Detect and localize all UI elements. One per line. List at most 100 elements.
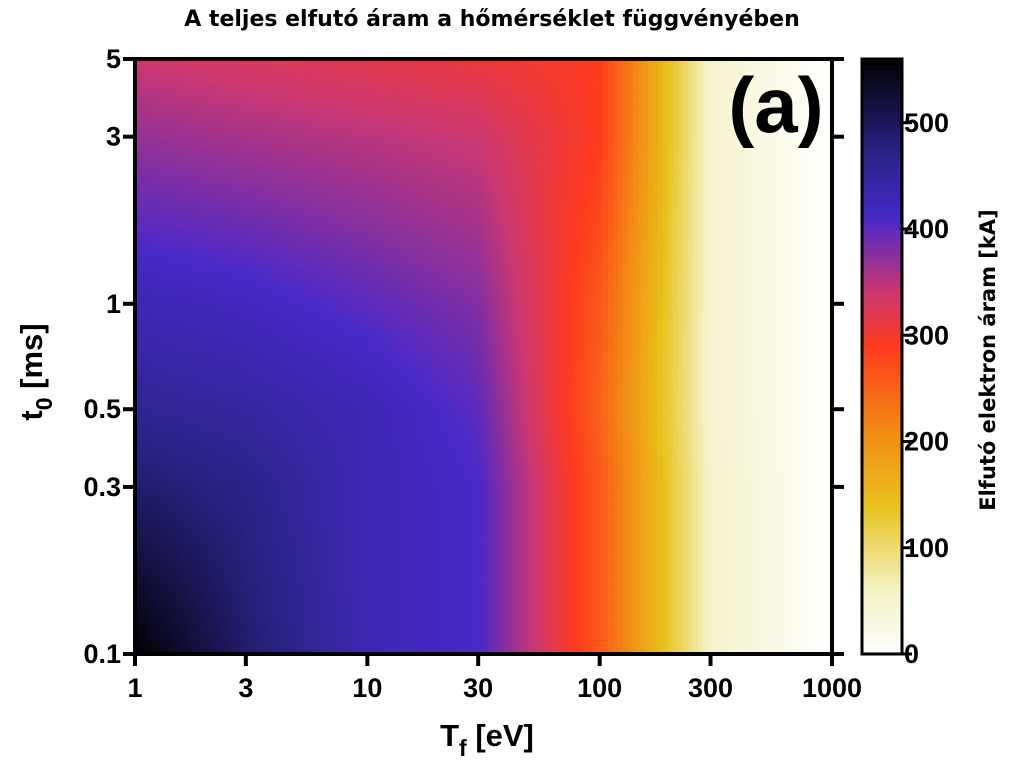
heatmap-cell: [309, 539, 315, 546]
heatmap-cell: [528, 549, 534, 556]
heatmap-cell: [359, 544, 365, 551]
heatmap-cell: [657, 629, 664, 635]
heatmap-cell: [259, 559, 266, 566]
heatmap-cell: [244, 609, 251, 615]
heatmap-cell: [742, 535, 748, 541]
heatmap-cell: [488, 539, 495, 546]
heatmap-cell: [403, 520, 410, 526]
heatmap-cell: [737, 505, 743, 511]
heatmap-cell: [294, 505, 300, 511]
heatmap-cell: [637, 569, 644, 576]
heatmap-cell: [642, 515, 649, 521]
heatmap-cell: [493, 480, 500, 487]
heatmap-cell: [453, 535, 460, 541]
heatmap-cell: [742, 544, 748, 551]
heatmap-cell: [717, 485, 724, 491]
heatmap-cell: [393, 520, 400, 526]
heatmap-cell: [169, 485, 176, 491]
heatmap-cell: [672, 539, 679, 546]
heatmap-cell: [329, 515, 335, 521]
heatmap-cell: [692, 495, 699, 501]
heatmap-cell: [299, 569, 305, 576]
heatmap-cell: [777, 604, 783, 610]
heatmap-cell: [473, 609, 480, 615]
heatmap-cell: [373, 574, 380, 581]
heatmap-cell: [588, 510, 594, 516]
heatmap-cell: [458, 539, 465, 546]
heatmap-cell: [364, 629, 370, 635]
heatmap-cell: [642, 490, 649, 496]
heatmap-cell: [722, 624, 729, 630]
heatmap-cell: [229, 609, 236, 615]
heatmap-cell: [792, 574, 798, 581]
heatmap-cell: [702, 594, 709, 601]
heatmap-cell: [344, 480, 350, 487]
heatmap-cell: [767, 564, 773, 571]
heatmap-cell: [747, 549, 753, 556]
heatmap-cell: [573, 495, 579, 501]
heatmap-cell: [707, 544, 714, 551]
heatmap-cell: [478, 629, 485, 635]
heatmap-cell: [523, 530, 529, 536]
heatmap-cell: [533, 495, 539, 501]
heatmap-cell: [368, 624, 375, 630]
heatmap-cell: [602, 624, 609, 630]
heatmap-cell: [493, 495, 500, 501]
heatmap-cell: [677, 485, 684, 491]
heatmap-cell: [393, 485, 400, 491]
heatmap-cell: [373, 530, 380, 536]
heatmap-cell: [189, 515, 196, 521]
heatmap-cell: [772, 649, 778, 655]
heatmap-cell: [398, 619, 405, 625]
heatmap-cell: [408, 634, 415, 640]
heatmap-cell: [239, 520, 246, 526]
heatmap-cell: [438, 515, 445, 521]
heatmap-cell: [677, 520, 684, 526]
heatmap-cell: [518, 495, 524, 501]
heatmap-cell: [777, 535, 783, 541]
heatmap-cell: [179, 554, 186, 561]
heatmap-cell: [174, 564, 181, 571]
heatmap-cell: [164, 594, 171, 601]
heatmap-cell: [139, 520, 146, 526]
heatmap-cell: [149, 544, 156, 551]
heatmap-cell: [453, 564, 460, 571]
heatmap-cell: [627, 599, 634, 606]
heatmap-cell: [234, 579, 241, 586]
heatmap-cell: [672, 569, 679, 576]
heatmap-cell: [508, 510, 514, 516]
heatmap-cell: [368, 475, 375, 482]
heatmap-cell: [573, 554, 579, 561]
heatmap-cell: [443, 599, 450, 606]
heatmap-cell: [762, 564, 768, 571]
heatmap-cell: [812, 574, 818, 581]
heatmap-cell: [169, 559, 176, 566]
heatmap-cell: [687, 530, 694, 536]
heatmap-cell: [607, 639, 614, 645]
heatmap-cell: [423, 649, 430, 655]
heatmap-cell: [822, 619, 828, 625]
heatmap-cell: [398, 475, 405, 482]
heatmap-cell: [697, 495, 704, 501]
heatmap-cell: [727, 564, 734, 571]
heatmap-cell: [622, 515, 629, 521]
heatmap-cell: [418, 629, 425, 635]
heatmap-cell: [433, 520, 440, 526]
heatmap-cell: [647, 624, 654, 630]
heatmap-cell: [164, 559, 171, 566]
heatmap-cell: [214, 539, 221, 546]
heatmap-cell: [334, 559, 340, 566]
heatmap-cell: [588, 639, 594, 645]
heatmap-cell: [792, 564, 798, 571]
heatmap-cell: [393, 535, 400, 541]
heatmap-cell: [578, 480, 584, 487]
heatmap-cell: [209, 475, 216, 482]
heatmap-cell: [757, 544, 763, 551]
heatmap-cell: [503, 515, 509, 521]
heatmap-cell: [324, 624, 330, 630]
heatmap-cell: [159, 515, 166, 521]
heatmap-cell: [249, 549, 256, 556]
heatmap-cell: [672, 634, 679, 640]
heatmap-cell: [418, 559, 425, 566]
heatmap-cell: [593, 614, 599, 620]
